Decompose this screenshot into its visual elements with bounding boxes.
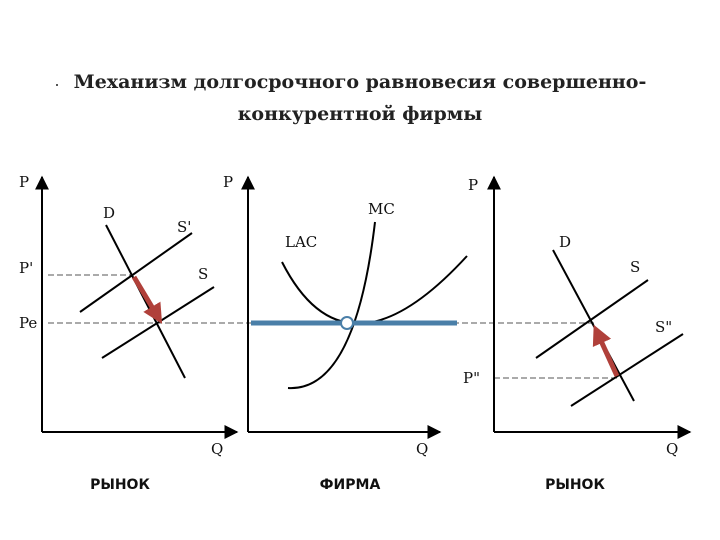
market-right-x-label: Q <box>666 440 678 458</box>
bullet-dot <box>56 84 58 86</box>
firm-y-label: P <box>223 173 233 191</box>
price-high-label: P' <box>19 259 33 277</box>
market-right-supply-label: S <box>630 258 640 276</box>
market-right-supply-shifted-label: S" <box>655 318 672 336</box>
market-right-supply-curve <box>535 279 649 359</box>
firm-lac-curve <box>281 255 468 325</box>
firm-mc-label: MC <box>368 200 395 218</box>
market-left-shift-arrow <box>131 275 163 324</box>
firm-x-label: Q <box>416 440 428 458</box>
firm-lac-label: LAC <box>285 233 317 251</box>
market-left-supply-shifted-label: S' <box>177 218 191 236</box>
market-right-shift-arrow <box>592 324 620 378</box>
price-eq-label: Pe <box>19 314 37 332</box>
title-line-1: Механизм долгосрочного равновесия соверш… <box>73 71 647 93</box>
market-left-supply-shifted-curve <box>79 232 193 313</box>
market-right-y-label: P <box>468 176 478 194</box>
market-left-supply-label: S <box>198 265 208 283</box>
firm-mc-curve <box>287 221 376 390</box>
market-left-caption: РЫНОК <box>90 477 150 493</box>
market-left-x-label: Q <box>211 440 223 458</box>
firm-equilibrium-point <box>340 316 354 330</box>
market-left-demand-curve <box>105 224 186 379</box>
market-right-caption: РЫНОК <box>545 477 605 493</box>
market-left-graph: P Q P' Pe D S' S РЫНОК <box>19 173 239 493</box>
price-low-label: P" <box>463 369 480 387</box>
market-left-y-label: P <box>19 173 29 191</box>
market-right-demand-label: D <box>559 233 571 251</box>
market-right-supply-shifted-curve <box>570 333 684 407</box>
market-left-demand-label: D <box>103 204 115 222</box>
firm-graph: P Q MC LAC ФИРМА <box>223 173 468 493</box>
title-line-2: конкурентной фирмы <box>237 103 483 125</box>
firm-caption: ФИРМА <box>320 477 381 493</box>
market-right-graph: P Q D S S" P" РЫНОК <box>463 175 692 493</box>
